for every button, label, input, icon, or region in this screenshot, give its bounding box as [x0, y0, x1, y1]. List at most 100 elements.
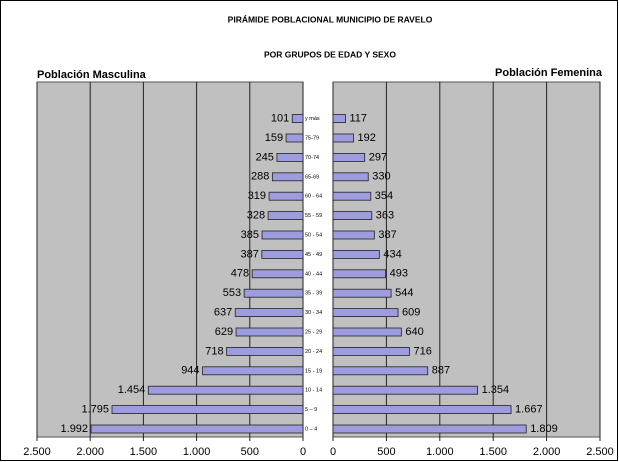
category-label: y más — [305, 116, 320, 122]
male-value-label: 944 — [181, 365, 199, 377]
male-bar — [291, 114, 304, 123]
male-value-label: 718 — [205, 345, 223, 357]
male-bar — [261, 230, 304, 240]
male-value-label: 1.992 — [61, 423, 89, 435]
male-bar — [276, 152, 304, 162]
male-value-label: 288 — [251, 171, 269, 183]
x-tick-label-left: 2.500 — [23, 446, 51, 458]
chart-subtitle: POR GRUPOS DE EDAD Y SEXO — [264, 49, 396, 59]
left-heading: Población Masculina — [37, 69, 147, 81]
male-value-label: 478 — [231, 268, 249, 280]
female-bar — [332, 114, 346, 123]
female-bar — [332, 288, 392, 298]
male-value-label: 1.454 — [118, 384, 146, 396]
female-value-label: 640 — [405, 326, 423, 338]
category-label: 75-79 — [305, 135, 319, 141]
female-bar — [332, 269, 387, 279]
male-bar — [251, 269, 304, 279]
x-tick-label-left: 0 — [300, 446, 306, 458]
female-value-label: 354 — [375, 190, 393, 202]
male-value-label: 101 — [271, 113, 289, 125]
x-tick-label-right: 1.500 — [479, 446, 507, 458]
female-value-label: 387 — [378, 229, 396, 241]
x-tick-label-right: 0 — [330, 446, 336, 458]
female-value-label: 716 — [413, 345, 431, 357]
female-value-label: 1.809 — [530, 423, 558, 435]
male-bar — [234, 308, 304, 318]
category-label: 15 - 19 — [305, 368, 322, 374]
x-tick-label-left: 1.000 — [183, 446, 211, 458]
x-tick-label-left: 500 — [241, 446, 259, 458]
male-value-label: 385 — [241, 229, 259, 241]
female-value-label: 887 — [432, 365, 450, 377]
category-label: 60 - 64 — [305, 194, 322, 200]
female-bar — [332, 249, 380, 259]
male-bar — [111, 405, 304, 415]
female-value-label: 1.667 — [515, 404, 543, 416]
male-value-label: 637 — [214, 307, 232, 319]
category-label: 0 – 4 — [305, 426, 317, 432]
female-bar — [332, 172, 369, 182]
female-value-label: 493 — [390, 268, 408, 280]
female-bar — [332, 308, 399, 318]
x-tick-label-left: 1.500 — [130, 446, 158, 458]
male-value-label: 328 — [247, 210, 265, 222]
female-value-label: 1.354 — [482, 384, 510, 396]
male-value-label: 319 — [248, 190, 266, 202]
male-value-label: 245 — [256, 151, 274, 163]
female-bar — [332, 424, 527, 434]
female-value-label: 297 — [369, 151, 387, 163]
category-label: 25 - 29 — [305, 329, 322, 335]
x-tick-label-left: 2.000 — [76, 446, 104, 458]
chart-title: PIRÁMIDE POBLACIONAL MUNICIPIO DE RAVELO — [228, 14, 433, 24]
male-bar — [267, 211, 304, 221]
male-bar — [243, 288, 304, 298]
category-label: 65-69 — [305, 174, 319, 180]
female-bar — [332, 385, 479, 395]
female-bar — [332, 133, 354, 143]
male-bar — [285, 133, 304, 143]
male-bar — [226, 346, 304, 356]
female-bar — [332, 366, 429, 376]
category-label: 55 - 59 — [305, 213, 322, 219]
male-bar — [268, 191, 304, 201]
x-tick-label-right: 2.000 — [533, 446, 561, 458]
female-bar — [332, 191, 372, 201]
category-label: 70-74 — [305, 155, 319, 161]
x-tick-label-right: 500 — [377, 446, 395, 458]
female-bar — [332, 346, 410, 356]
category-label: 30 - 34 — [305, 310, 322, 316]
male-value-label: 553 — [223, 287, 241, 299]
female-value-label: 363 — [376, 210, 394, 222]
female-value-label: 434 — [383, 248, 401, 260]
male-bar — [235, 327, 304, 337]
category-label: 5 – 9 — [305, 407, 317, 413]
right-heading: Población Femenina — [495, 67, 603, 79]
x-tick-label-right: 1.000 — [426, 446, 454, 458]
male-bar — [90, 424, 304, 434]
category-label: 35 - 39 — [305, 291, 322, 297]
male-bar — [147, 385, 304, 395]
male-value-label: 159 — [265, 132, 283, 144]
female-bar — [332, 152, 366, 162]
category-label: 50 - 54 — [305, 232, 322, 238]
male-bar — [261, 249, 304, 259]
female-bar — [332, 405, 512, 415]
female-bar — [332, 327, 402, 337]
female-bar — [332, 230, 375, 240]
plot-area-left — [36, 81, 304, 438]
male-bar — [202, 366, 304, 376]
female-value-label: 117 — [349, 113, 367, 125]
female-value-label: 544 — [395, 287, 413, 299]
male-bar — [271, 172, 304, 182]
category-label: 45 - 49 — [305, 252, 322, 258]
male-value-label: 1.795 — [81, 404, 109, 416]
female-value-label: 330 — [372, 171, 390, 183]
plot-area-right — [332, 81, 601, 438]
x-tick-label-right: 2.500 — [586, 446, 614, 458]
male-value-label: 387 — [240, 248, 258, 260]
category-label: 20 - 24 — [305, 349, 322, 355]
category-label: 10 - 14 — [305, 388, 322, 394]
